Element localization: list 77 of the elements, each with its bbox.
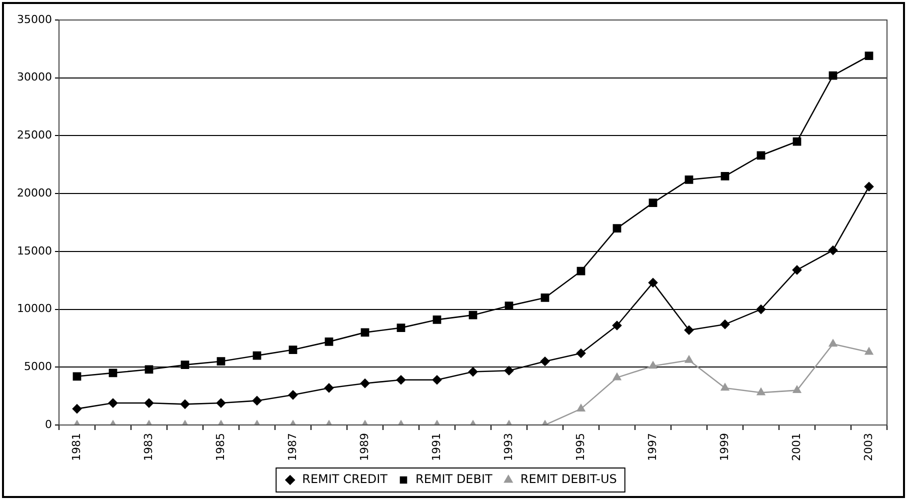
x-tick-label: 1987: [286, 433, 299, 462]
y-tick-label: 20000: [16, 186, 52, 200]
point: [684, 356, 694, 363]
point: [864, 347, 874, 355]
x-tick-label: 2001: [790, 433, 803, 462]
point: [648, 278, 658, 288]
point: [432, 316, 442, 324]
point: [396, 324, 406, 332]
x-tick-label: 1993: [502, 433, 515, 462]
x-tick-label: 2003: [862, 433, 875, 462]
x-tick-label: 1997: [646, 433, 659, 462]
point: [288, 346, 298, 354]
point: [108, 398, 118, 408]
point: [540, 356, 550, 366]
point: [144, 398, 154, 408]
point: [468, 367, 478, 376]
point: [756, 388, 766, 396]
point: [324, 338, 334, 346]
point: [720, 172, 730, 180]
point: [216, 357, 226, 366]
point: [648, 198, 658, 208]
x-tick-label: 1981: [70, 433, 83, 462]
legend-label: REMIT DEBIT: [415, 472, 494, 486]
point: [252, 351, 262, 360]
y-tick-label: 35000: [16, 12, 52, 26]
x-tick-label: 1995: [574, 433, 587, 462]
point: [792, 137, 802, 146]
point: [540, 294, 550, 302]
point: [180, 400, 190, 409]
x-tick-label: 1985: [214, 433, 227, 462]
point: [612, 320, 622, 330]
point: [432, 375, 442, 385]
point: [648, 361, 658, 369]
y-tick-label: 25000: [16, 128, 52, 142]
point: [72, 372, 82, 381]
point: [612, 224, 622, 232]
y-tick-label: 15000: [16, 244, 52, 258]
point: [576, 266, 586, 276]
point: [828, 246, 838, 255]
x-tick-label: 1989: [358, 433, 371, 462]
point: [216, 398, 226, 408]
point: [252, 396, 262, 406]
point: [396, 375, 406, 385]
x-tick-label: 1991: [430, 433, 443, 462]
y-tick-label: 30000: [16, 70, 52, 84]
point: [684, 325, 694, 335]
y-tick-label: 10000: [16, 302, 52, 316]
point: [576, 404, 586, 412]
point: [756, 151, 766, 160]
y-tick-label: 0: [44, 418, 52, 431]
point: [720, 383, 730, 391]
point: [828, 339, 838, 347]
point: [720, 320, 730, 329]
point: [864, 182, 874, 192]
point: [828, 71, 838, 80]
point: [108, 368, 118, 378]
point: [324, 383, 334, 393]
point: [288, 390, 298, 400]
point: [72, 404, 82, 414]
point: [504, 366, 514, 376]
point: [792, 265, 802, 275]
point: [756, 304, 766, 314]
point: [864, 52, 874, 60]
point: [792, 386, 802, 393]
x-tick-label: 1983: [142, 433, 155, 462]
point: [684, 176, 694, 184]
point: [612, 372, 622, 380]
point: [180, 360, 190, 370]
legend-label: REMIT CREDIT: [302, 472, 388, 486]
point: [360, 328, 370, 337]
x-tick-label: 1999: [718, 433, 731, 462]
point: [576, 348, 586, 358]
point: [360, 378, 370, 388]
y-tick-label: 5000: [24, 360, 52, 374]
point: [468, 310, 478, 320]
legend-label: REMIT DEBIT-US: [520, 472, 617, 486]
point: [144, 365, 154, 374]
